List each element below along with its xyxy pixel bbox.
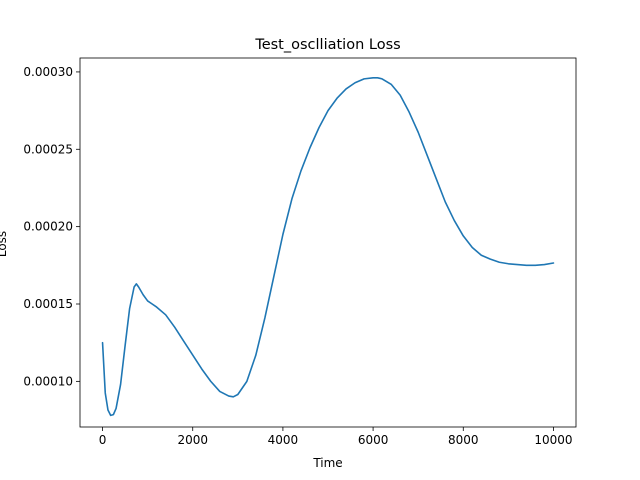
plot-area [79,57,577,428]
y-axis-ticks: 0.00010 0.00015 0.00020 0.00025 0.00030 [23,65,80,388]
x-tick-label: 8000 [448,433,479,447]
y-tick-label: 0.00030 [23,65,73,79]
series-line-1 [101,77,555,417]
y-tick-label: 0.00010 [23,374,73,388]
x-tick-label: 0 [99,433,107,447]
y-tick-label: 0.00015 [23,297,73,311]
x-tick-label: 2000 [177,433,208,447]
x-tick-label: 10000 [534,433,572,447]
chart-title: Test_osclliation Loss [254,37,400,53]
x-tick-label: 6000 [358,433,389,447]
y-tick-label: 0.00025 [23,142,73,156]
x-axis-label: Time [312,456,342,470]
x-axis-ticks: 0 2000 4000 6000 8000 10000 [99,427,573,447]
x-tick-label: 4000 [268,433,299,447]
y-tick-label: 0.00020 [23,220,73,234]
y-axis-label: Loss [0,231,9,257]
axes-frame [79,57,577,428]
